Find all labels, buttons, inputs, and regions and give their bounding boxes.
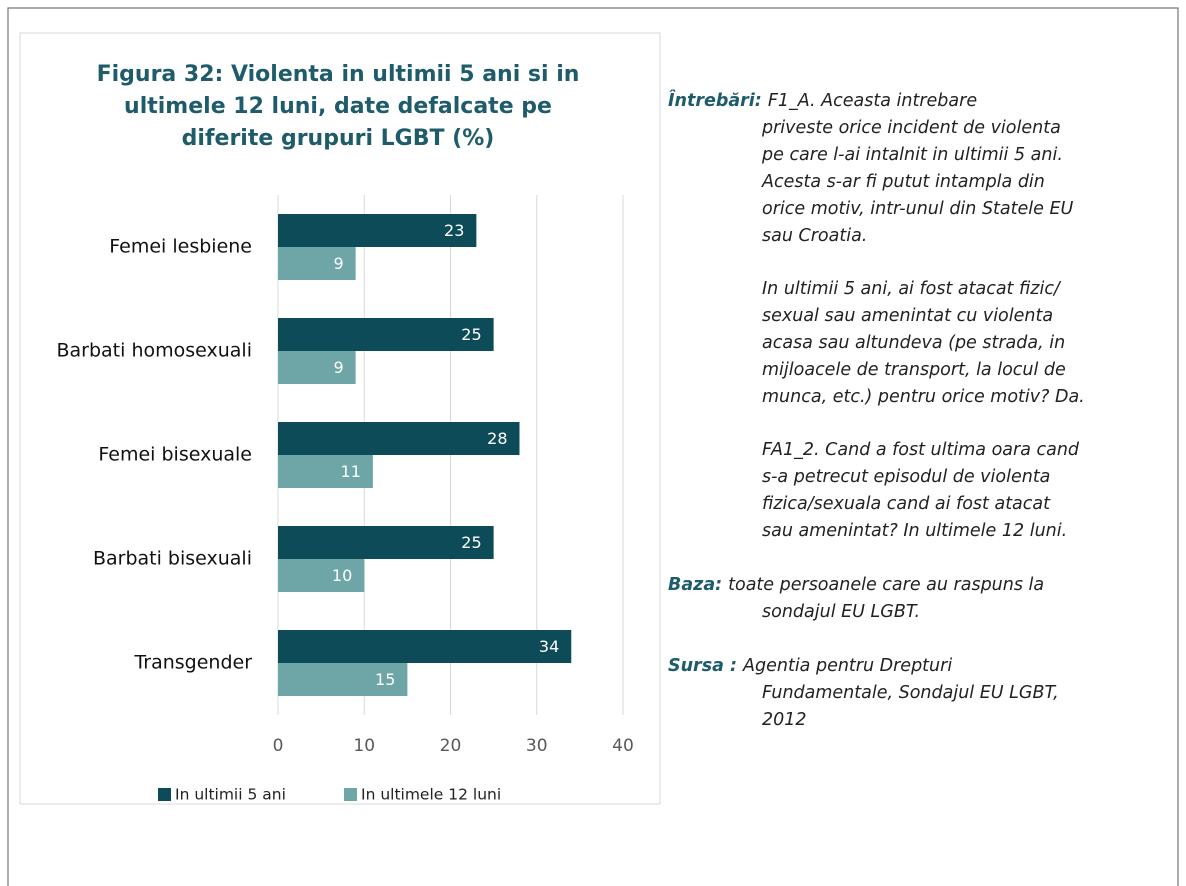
note-line: Baza: toate persoanele care au raspuns la [668,575,1044,595]
note-line: s-a petrecut episodul de violenta [762,467,1050,487]
chart-title: ultimele 12 luni, date defalcate pe [124,94,552,119]
note-text: F1_A. Aceasta intrebare [768,91,977,111]
bar [278,247,356,280]
y-tick-label: Femei bisexuale [98,444,252,466]
chart-title: diferite grupuri LGBT (%) [182,126,495,151]
data-label: 25 [461,533,481,552]
note-line: sondajul EU LGBT. [762,602,920,622]
note-line: Fundamentale, Sondajul EU LGBT, [762,683,1059,703]
note-line: mijloacele de transport, la locul de [762,360,1066,380]
x-tick-label: 20 [440,736,462,756]
data-label: 11 [341,462,361,481]
note-line: pe care l-ai intalnit in ultimii 5 ani. [761,145,1063,165]
note-text: toate persoanele care au raspuns la [728,575,1044,595]
note-line: priveste orice incident de violenta [761,118,1061,138]
data-label: 34 [539,637,559,656]
legend-swatch [158,788,171,801]
note-line: In ultimii 5 ani, ai fost atacat fizic/ [762,279,1062,299]
bar [278,214,477,247]
data-label: 9 [333,358,343,377]
frame [7,7,1179,886]
data-label: 25 [461,325,481,344]
note-line: Sursa : Agentia pentru Drepturi [668,656,952,676]
chart-title: Figura 32: Violenta in ultimii 5 ani si … [97,62,580,87]
bar [278,422,520,455]
data-label: 23 [444,221,464,240]
data-label: 9 [333,254,343,273]
note-line: FA1_2. Cand a fost ultima oara cand [762,440,1080,460]
bar [278,455,373,488]
x-tick-label: 30 [526,736,548,756]
x-tick-label: 10 [353,736,375,756]
x-tick-label: 0 [273,736,284,756]
data-label: 15 [375,670,395,689]
bar [278,318,494,351]
y-tick-label: Barbati bisexuali [93,548,252,570]
note-line: orice motiv, intr-unul din Statele EU [762,199,1074,219]
data-label: 10 [332,566,352,585]
bar [278,351,356,384]
bar [278,663,408,696]
chart-box [19,32,661,805]
note-label: Sursa : [668,656,737,676]
note-line: sau Croatia. [762,226,867,246]
note-line: sexual sau amenintat cu violenta [762,306,1053,326]
note-line: 2012 [762,710,807,730]
legend-label: In ultimele 12 luni [361,786,501,804]
note-line: munca, etc.) pentru orice motiv? Da. [762,387,1085,407]
note-label: Baza: [668,575,722,595]
bar [278,559,365,592]
x-tick-label: 40 [612,736,634,756]
legend-label: In ultimii 5 ani [175,786,286,804]
note-line: Acesta s-ar fi putut intampla din [761,172,1045,192]
bar [278,630,572,663]
note-text: Agentia pentru Drepturi [742,656,952,676]
note-line: sau amenintat? In ultimele 12 luni. [762,521,1067,541]
note-line: fizica/sexuala cand ai fost atacat [762,494,1051,514]
bar [278,526,494,559]
note-line: acasa sau altundeva (pe strada, in [762,333,1065,353]
note-label: Întrebări: [668,89,762,111]
note-line: Întrebări: F1_A. Aceasta intrebare [668,89,977,111]
legend-swatch [344,788,357,801]
y-tick-label: Transgender [133,652,252,674]
y-tick-label: Barbati homosexuali [56,340,252,362]
y-tick-label: Femei lesbiene [109,236,252,258]
data-label: 28 [487,429,507,448]
